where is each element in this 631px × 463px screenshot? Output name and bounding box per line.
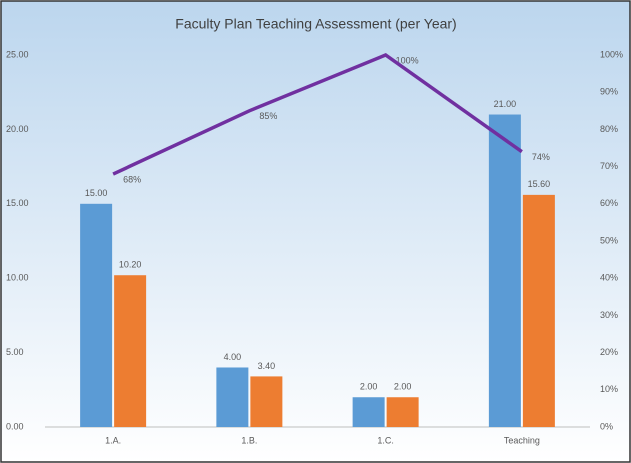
bar — [386, 397, 419, 427]
bar — [114, 275, 147, 427]
x-tick-label: 1.A. — [105, 435, 121, 445]
data-label: 74% — [532, 152, 550, 162]
bar — [488, 114, 521, 428]
bar — [250, 376, 283, 427]
data-label: 85% — [259, 111, 277, 121]
data-label: 2.00 — [360, 382, 378, 392]
bar — [80, 203, 113, 427]
data-label: 10.20 — [119, 260, 142, 270]
y2-tick-label: 100% — [600, 49, 623, 59]
data-label: 68% — [123, 174, 141, 184]
y2-tick-label: 60% — [600, 198, 618, 208]
data-label: 3.40 — [258, 361, 276, 371]
y-tick-label: 25.00 — [6, 49, 29, 59]
line — [112, 53, 523, 176]
y2-tick-label: 20% — [600, 347, 618, 357]
bar — [216, 367, 249, 427]
x-tick-label: 1.B. — [241, 435, 257, 445]
data-label: 21.00 — [494, 99, 517, 109]
chart-title: Faculty Plan Teaching Assessment (per Ye… — [175, 16, 456, 32]
bar — [522, 194, 555, 427]
y-tick-label: 10.00 — [6, 273, 29, 283]
data-label: 15.00 — [85, 188, 108, 198]
y-tick-label: 15.00 — [6, 198, 29, 208]
y2-tick-label: 10% — [600, 384, 618, 394]
bar — [352, 397, 385, 427]
data-label: 2.00 — [394, 382, 412, 392]
data-label: 4.00 — [224, 352, 242, 362]
y-tick-label: 20.00 — [6, 124, 29, 134]
y-tick-label: 5.00 — [6, 347, 24, 357]
y2-tick-label: 0% — [600, 421, 613, 431]
y2-tick-label: 70% — [600, 161, 618, 171]
y-tick-label: 0.00 — [6, 421, 24, 431]
x-tick-label: Teaching — [504, 435, 540, 445]
y2-tick-label: 80% — [600, 124, 618, 134]
y2-tick-label: 30% — [600, 310, 618, 320]
y2-tick-label: 90% — [600, 87, 618, 97]
x-tick-label: 1.C. — [377, 435, 394, 445]
data-label: 15.60 — [528, 179, 551, 189]
y2-tick-label: 40% — [600, 273, 618, 283]
y2-tick-label: 50% — [600, 235, 618, 245]
data-label: 100% — [396, 55, 419, 65]
